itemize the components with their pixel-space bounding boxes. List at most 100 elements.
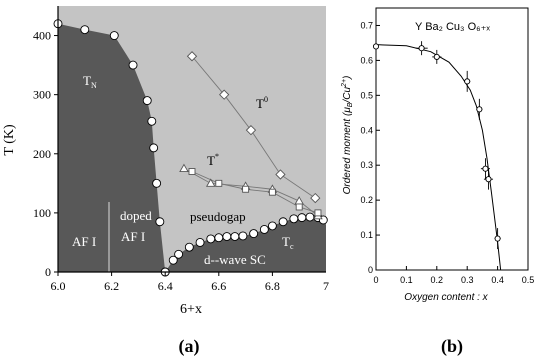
marker-tn-3 — [128, 60, 138, 70]
y-tick-label-b-1: 0.1 — [360, 230, 373, 240]
marker-b-2 — [433, 53, 440, 60]
marker-tc-2 — [174, 249, 184, 259]
y-tick-label-b-0: 0 — [368, 265, 373, 275]
marker-tc-7 — [222, 232, 232, 241]
marker-tc-4 — [195, 237, 205, 247]
label-tn: TN — [83, 73, 97, 90]
marker-t-squares--5 — [314, 209, 322, 217]
marker-tn-2 — [109, 31, 119, 41]
marker-t-triangles--1 — [205, 178, 216, 187]
y-tick-label-b-4: 0.4 — [360, 125, 373, 135]
marker-tc-16 — [305, 212, 315, 222]
marker-tc-15 — [297, 213, 307, 223]
marker-b-1 — [418, 45, 425, 52]
marker-t0-1 — [219, 89, 230, 100]
marker-t-squares--3 — [268, 188, 276, 196]
marker-t-triangles--0 — [179, 163, 189, 173]
ticks-b: 0 0.1 0.2 0.3 0.4 0.5 0 0.1 0.2 0.3 0.4 0.5 0.6 0.7 — [360, 20, 534, 285]
marker-tc-6 — [214, 233, 224, 243]
label-afi: AF I — [72, 234, 96, 249]
marker-tc-3 — [184, 242, 194, 252]
marker-t-squares--0 — [188, 168, 196, 175]
plot-b-frame — [375, 7, 529, 271]
label-pseudogap: pseudogap — [190, 209, 246, 224]
title-b: Y Ba₂ Cu₃ O₆₊ₓ — [415, 21, 490, 33]
panel-b: 0 0.1 0.2 0.3 0.4 0.5 0 0.1 0.2 0.3 0.4 0.5 0.6 0.7 Y… — [341, 7, 534, 357]
panel-a: 6.0 6.2 6.4 6.6 6.8 7 0 100 200 300 400 TN T0 T* T… — [2, 6, 329, 357]
x-axis-title-a: 6+x — [180, 302, 202, 317]
y-tick-label-b-5: 0.5 — [360, 90, 373, 100]
x-tick-label-a-3: 6.6 — [211, 279, 226, 293]
marker-t0-0 — [186, 51, 198, 62]
x-tick-label-b-4: 0.4 — [491, 275, 504, 285]
panel-label-a: (a) — [179, 336, 200, 357]
y-tick-label-a-2: 200 — [33, 147, 51, 161]
y-tick-label-a-1: 100 — [33, 206, 51, 220]
marker-t0-3 — [275, 169, 286, 180]
tn-region — [58, 23, 166, 272]
data-point-b-2 — [432, 49, 442, 64]
marker-tn-6 — [149, 143, 159, 153]
marker-b-4 — [476, 106, 483, 113]
marker-tn-4 — [142, 96, 152, 106]
data-point-b-3 — [464, 70, 471, 92]
marker-tc-12 — [267, 221, 277, 231]
label-doped-afi: AF I — [121, 229, 145, 244]
x-tick-label-b-5: 0.5 — [522, 275, 535, 285]
label-tc: Tc — [282, 234, 294, 251]
fit-curve — [375, 44, 502, 271]
marker-tc-14 — [289, 214, 299, 224]
marker-tc-11 — [259, 224, 269, 234]
y-tick-label-b-6: 0.6 — [360, 55, 373, 65]
x-tick-label-a-1: 6.2 — [104, 279, 119, 293]
marker-tc-1 — [168, 255, 178, 265]
marker-tc-5 — [206, 234, 216, 244]
marker-t-squares--1 — [215, 179, 223, 187]
y-tick-label-a-3: 300 — [33, 88, 51, 102]
markers-a — [53, 19, 328, 277]
y-axis-title-a: T (K) — [2, 124, 17, 156]
label-doped: doped — [120, 208, 152, 223]
marker-tn-1 — [80, 25, 90, 35]
tc-region — [165, 217, 326, 272]
x-tick-label-b-2: 0.2 — [431, 275, 444, 285]
marker-b-7 — [494, 235, 501, 242]
x-tick-label-b-1: 0.1 — [400, 275, 413, 285]
panel-label-b: (b) — [441, 336, 463, 357]
marker-b-5 — [482, 165, 489, 172]
x-tick-label-a-5: 7 — [323, 279, 329, 293]
data-point-b-6 — [483, 168, 494, 190]
marker-tc-8 — [230, 232, 240, 241]
label-t0: T0 — [256, 95, 268, 111]
marker-tn-7 — [152, 178, 162, 188]
marker-t0-4 — [310, 192, 321, 204]
x-tick-label-b-0: 0 — [373, 275, 378, 285]
marker-tc-13 — [278, 217, 288, 227]
data-point-b-0 — [372, 42, 380, 50]
data-point-b-4 — [476, 98, 483, 120]
y-tick-label-b-7: 0.7 — [360, 20, 373, 30]
x-tick-label-a-2: 6.4 — [158, 279, 173, 293]
markers-b — [372, 41, 501, 250]
marker-tc-10 — [249, 229, 259, 239]
label-dwave: d--wave SC — [204, 252, 266, 267]
marker-b-6 — [485, 176, 492, 183]
y-tick-label-a-0: 0 — [45, 265, 51, 279]
y-tick-label-a-4: 400 — [33, 29, 51, 43]
x-tick-label-b-3: 0.3 — [461, 275, 474, 285]
y-axis-title-b: Ordered moment (μB/Cu2+) — [341, 76, 354, 195]
label-tstar: T* — [207, 152, 219, 168]
marker-t-squares--4 — [295, 203, 303, 211]
y-tick-label-b-3: 0.3 — [360, 160, 373, 170]
marker-t0-2 — [245, 124, 257, 136]
marker-b-3 — [464, 78, 471, 85]
data-point-b-1 — [415, 41, 428, 56]
marker-tn-8 — [155, 217, 165, 227]
x-tick-label-a-0: 6.0 — [51, 279, 66, 293]
marker-tc-9 — [238, 231, 248, 241]
marker-tn-5 — [147, 116, 157, 126]
x-tick-label-a-4: 6.8 — [265, 279, 280, 293]
x-axis-title-b: Oxygen content : x — [404, 292, 488, 303]
data-point-b-7 — [494, 228, 501, 250]
